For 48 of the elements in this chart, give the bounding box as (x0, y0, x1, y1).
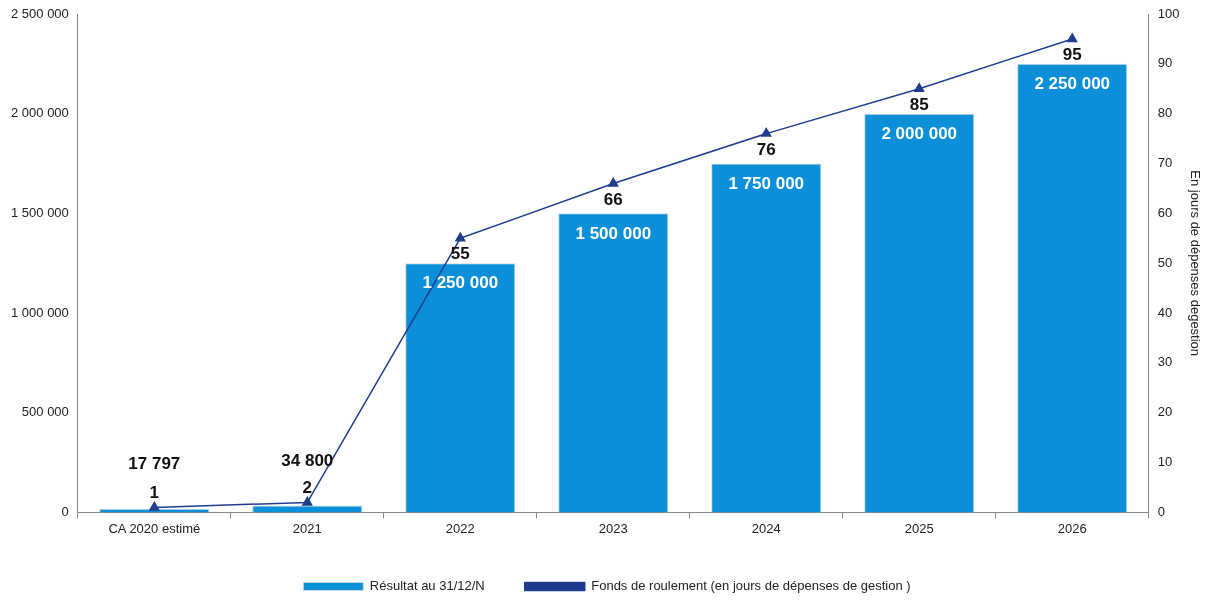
y2-tick-label: 10 (1157, 454, 1173, 470)
y-tick-label: 2 000 000 (10, 105, 69, 121)
data-label: 1 750 000 (728, 173, 805, 193)
y2-tick-label: 90 (1157, 55, 1173, 71)
y2-tick-label: 60 (1157, 204, 1173, 220)
y2-tick-label: 0 (1157, 503, 1165, 519)
data-label: 2 (302, 477, 313, 497)
y-tick-label: 1 500 000 (10, 204, 69, 220)
legend-label: Résultat au 31/12/N (369, 578, 485, 594)
data-label: 76 (756, 139, 776, 159)
legend-label: Fonds de roulement (en jours de dépenses de gestion ) (591, 578, 911, 594)
y-tick-label: 0 (61, 503, 69, 519)
y2-tick-label: 30 (1157, 354, 1173, 370)
x-tick-label: 2025 (904, 520, 934, 536)
y2-tick-label: 100 (1157, 5, 1180, 21)
y-tick-label: 2 500 000 (10, 5, 69, 21)
x-tick-label: 2022 (445, 520, 475, 536)
x-tick-label: 2024 (751, 520, 781, 536)
data-label: 34 800 (281, 450, 334, 470)
x-tick-label: 2026 (1057, 520, 1087, 536)
point (761, 127, 772, 137)
data-label: 95 (1062, 45, 1082, 65)
y2-tick-label: 20 (1157, 404, 1173, 420)
point (149, 501, 160, 511)
point (302, 496, 313, 506)
data-label: 1 250 000 (422, 273, 499, 293)
data-label: 2 000 000 (881, 123, 958, 143)
y-tick-label: 500 000 (21, 404, 69, 420)
point (914, 83, 925, 93)
x-tick-label: 2021 (292, 520, 322, 536)
data-label: 85 (909, 94, 929, 114)
data-label: 17 797 (128, 454, 181, 474)
data-label: 55 (450, 244, 470, 264)
point (455, 232, 466, 242)
data-label: 1 500 000 (575, 223, 652, 243)
data-label: 66 (603, 189, 623, 209)
x-tick-label: 2023 (598, 520, 628, 536)
y2-tick-label: 70 (1157, 155, 1173, 171)
x-tick-label: CA 2020 estimé (108, 520, 201, 536)
y2-tick-label: 80 (1157, 105, 1173, 121)
y2-axis-title: En jours de dépenses degestion (1187, 170, 1203, 357)
data-label: 2 250 000 (1034, 74, 1111, 94)
point (1067, 33, 1078, 43)
point (608, 177, 619, 187)
y-tick-label: 1 000 000 (10, 304, 69, 320)
y2-tick-label: 40 (1157, 304, 1173, 320)
y2-tick-label: 50 (1157, 254, 1173, 270)
data-label: 1 (149, 482, 160, 502)
